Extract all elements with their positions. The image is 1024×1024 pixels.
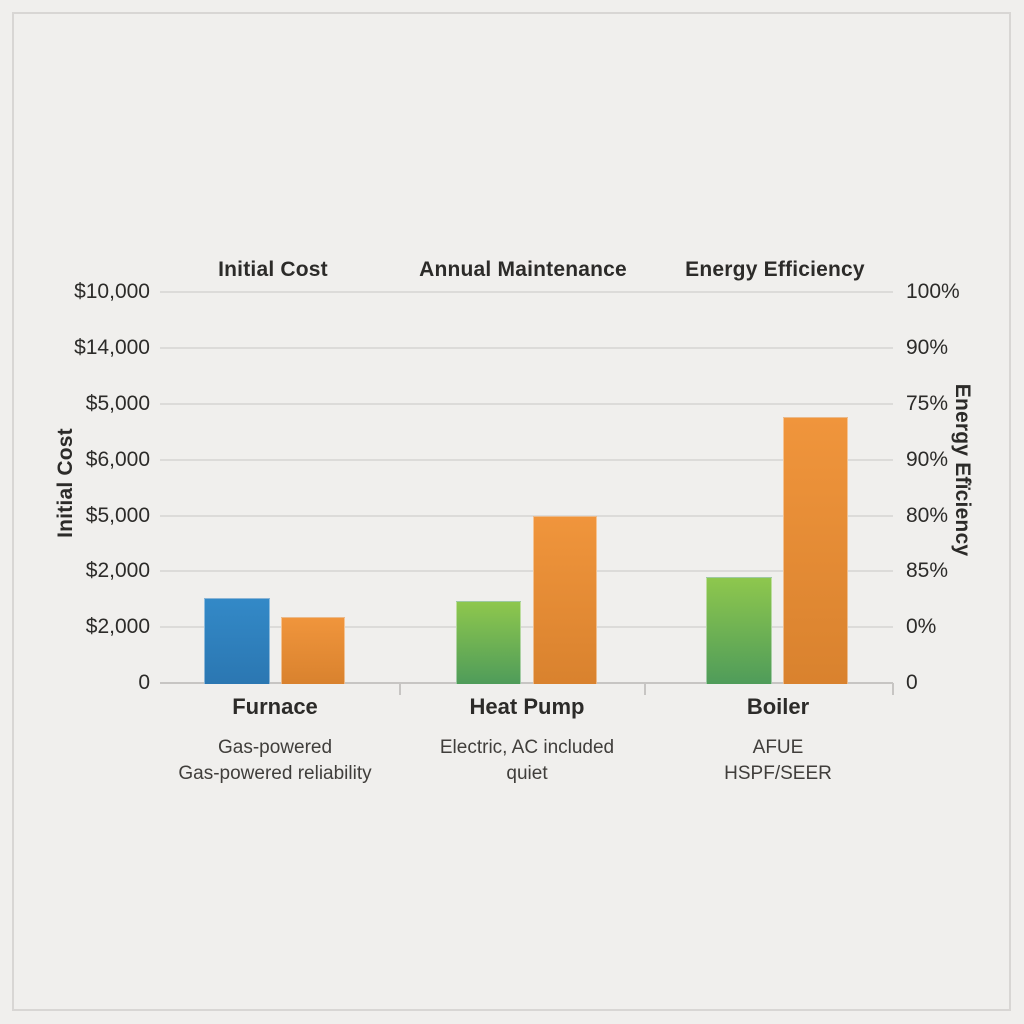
left-axis-tick-label: $5,000 [85, 504, 150, 527]
category-label: Heat Pump [469, 694, 585, 719]
category-subtitle-line: quiet [506, 763, 548, 784]
left-axis-tick-label: $2,000 [85, 559, 150, 582]
right-axis-tick-label: 75% [906, 392, 949, 415]
right-axis-tick-label: 90% [906, 448, 949, 471]
category-label: Boiler [746, 694, 810, 719]
bar-boiler-green [706, 577, 772, 684]
bar-heat-pump-green [456, 601, 521, 684]
category-subtitle-line: Gas-powered [217, 737, 333, 758]
bar-heat-pump-orange [533, 516, 597, 684]
right-axis-tick-label: 0 [906, 671, 918, 694]
right-axis-tick-label: 90% [906, 336, 949, 359]
bar-boiler-orange [783, 417, 848, 684]
x-axis-tick [892, 683, 894, 695]
right-axis-tick-label: 0% [906, 615, 937, 638]
x-axis-tick [644, 683, 646, 695]
chart-frame-border [12, 12, 1011, 1011]
left-axis-tick-label: $6,000 [85, 448, 150, 471]
category-subtitle-line: AFUE [752, 737, 804, 758]
category-label: Furnace [232, 694, 318, 719]
left-axis-tick-label: $14,000 [74, 336, 150, 359]
x-axis-tick [399, 683, 401, 695]
left-axis-title: Initial Cost [54, 428, 77, 538]
bar-furnace-blue [204, 598, 270, 684]
category-subtitle-line: HSPF/SEER [724, 763, 832, 784]
column-header: Initial Cost [218, 258, 328, 281]
right-axis-tick-label: 80% [906, 504, 949, 527]
left-axis-tick-label: 0 [138, 671, 150, 694]
category-subtitle-line: Electric, AC included [439, 737, 615, 758]
bar-furnace-orange [281, 617, 345, 684]
gridline [160, 291, 893, 293]
gridline [160, 515, 893, 517]
x-axis-baseline [160, 682, 893, 684]
gridline [160, 570, 893, 572]
category-subtitle-line: Gas-powered reliability [178, 763, 372, 784]
right-axis-title: Energy Efïciency [951, 383, 974, 557]
column-header: Energy Efficiency [685, 258, 865, 281]
right-axis-tick-label: 85% [906, 559, 949, 582]
right-axis-tick-label: 100% [906, 280, 960, 303]
gridline [160, 403, 893, 405]
left-axis-tick-label: $2,000 [85, 615, 150, 638]
column-header: Annual Maintenance [419, 258, 627, 281]
gridline [160, 626, 893, 628]
gridline [160, 347, 893, 349]
left-axis-tick-label: $5,000 [85, 392, 150, 415]
left-axis-tick-label: $10,000 [74, 280, 150, 303]
gridline [160, 459, 893, 461]
